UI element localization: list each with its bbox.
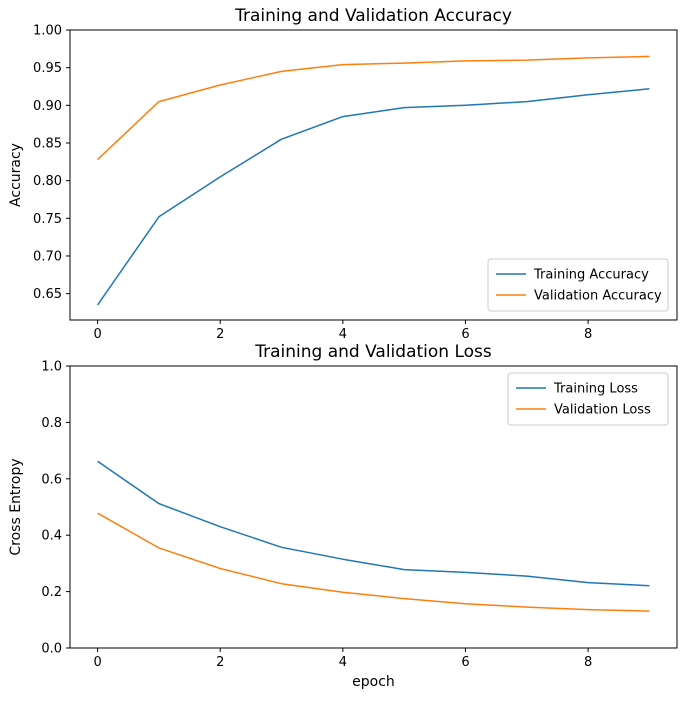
y-axis-label: Accuracy: [8, 143, 24, 207]
chart-title: Training and Validation Loss: [254, 342, 492, 362]
y-tick-label: 0.85: [33, 136, 62, 151]
series-line: [97, 460, 650, 587]
series-line: [97, 512, 650, 612]
x-tick-label: 6: [461, 327, 469, 342]
axes-frame: [69, 365, 678, 649]
x-tick-label: 8: [584, 327, 592, 342]
chart-title: Training and Validation Accuracy: [234, 6, 512, 26]
y-tick-label: 0.2: [41, 585, 62, 600]
y-tick-label: 0.0: [41, 642, 62, 657]
x-tick-label: 0: [93, 655, 101, 670]
y-tick-label: 1.00: [33, 24, 62, 39]
y-tick-label: 0.8: [41, 416, 62, 431]
y-tick-label: 0.75: [33, 212, 62, 227]
y-tick-label: 0.65: [33, 287, 62, 302]
legend-label: Training Accuracy: [533, 268, 649, 283]
x-tick-label: 8: [584, 655, 592, 670]
series-line: [96, 88, 650, 306]
legend-label: Training Loss: [553, 382, 638, 397]
y-tick-label: 0.4: [41, 529, 62, 544]
legend-label: Validation Loss: [554, 403, 651, 418]
y-tick-label: 0.6: [41, 472, 62, 487]
loss-chart: Training and Validation Loss 0.0 0.2 0.4 0.6…: [8, 342, 678, 690]
axes-frame: [69, 29, 678, 321]
x-axis-label: epoch: [352, 674, 395, 690]
x-tick-label: 4: [339, 655, 347, 670]
x-tick-label: 0: [93, 327, 101, 342]
y-tick-label: 0.80: [33, 174, 62, 189]
y-tick-label: 0.90: [33, 99, 62, 114]
x-tick-label: 2: [216, 327, 224, 342]
series-line: [97, 55, 650, 161]
y-axis-label: Cross Entropy: [8, 458, 24, 555]
y-tick-label: 0.70: [33, 249, 62, 264]
legend-label: Validation Accuracy: [534, 289, 662, 304]
y-tick-label: 1.0: [41, 360, 62, 375]
legend-box: [507, 372, 669, 426]
legend-box: [487, 258, 669, 312]
x-tick-label: 4: [339, 327, 347, 342]
accuracy-chart: Training and Validation Accuracy 0.65 0.70…: [8, 6, 678, 342]
x-tick-label: 6: [461, 655, 469, 670]
y-tick-label: 0.95: [33, 61, 62, 76]
x-tick-label: 2: [216, 655, 224, 670]
